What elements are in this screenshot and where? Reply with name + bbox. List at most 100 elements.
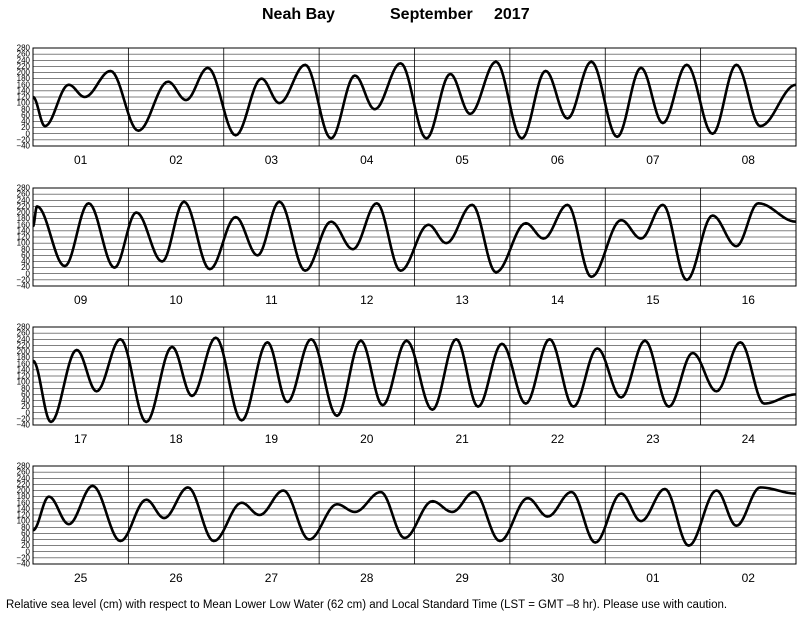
panel-3: −40−200204060801001201401601802002202402… <box>16 323 797 446</box>
y-tick-label: −20 <box>16 275 30 284</box>
day-label: 08 <box>742 153 756 167</box>
y-tick-label: −20 <box>16 553 30 562</box>
y-tick-label: 100 <box>17 517 31 526</box>
y-tick-label: 240 <box>17 56 31 65</box>
y-tick-label: 60 <box>21 529 30 538</box>
y-tick-label: 100 <box>17 99 31 108</box>
y-tick-label: 120 <box>17 93 31 102</box>
y-tick-label: 240 <box>17 196 31 205</box>
y-tick-label: 120 <box>17 372 31 381</box>
tide-curve <box>33 60 796 140</box>
panel-1: −40−200204060801001201401601802002202402… <box>16 44 797 167</box>
day-label: 14 <box>551 293 565 307</box>
y-tick-label: 80 <box>21 105 30 114</box>
y-tick-label: 280 <box>17 44 31 53</box>
day-label: 18 <box>169 432 183 446</box>
y-tick-label: 260 <box>17 190 31 199</box>
y-tick-label: 100 <box>17 239 31 248</box>
y-tick-label: 20 <box>21 123 30 132</box>
y-tick-label: 100 <box>17 378 31 387</box>
y-tick-label: 60 <box>21 390 30 399</box>
day-label: 04 <box>360 153 374 167</box>
y-tick-label: 120 <box>17 233 31 242</box>
y-tick-label: 200 <box>17 208 31 217</box>
y-tick-label: 200 <box>17 347 31 356</box>
y-tick-label: 40 <box>21 396 30 405</box>
panel-4: −40−200204060801001201401601802002202402… <box>16 462 797 585</box>
y-tick-label: 0 <box>26 408 31 417</box>
day-label: 24 <box>742 432 756 446</box>
chart-caption: Relative sea level (cm) with respect to … <box>6 599 728 611</box>
day-label: 01 <box>646 571 660 585</box>
tide-curve <box>33 200 796 282</box>
y-tick-label: 260 <box>17 468 31 477</box>
day-label: 05 <box>456 153 470 167</box>
day-label: 30 <box>551 571 565 585</box>
chart-title: Neah Bay September 2017 <box>0 6 800 28</box>
y-tick-label: 40 <box>21 117 30 126</box>
tide-curve <box>33 336 796 424</box>
y-tick-label: −20 <box>16 135 30 144</box>
y-tick-label: 60 <box>21 251 30 260</box>
day-label: 27 <box>265 571 279 585</box>
y-tick-label: 160 <box>17 498 31 507</box>
title-month: September <box>390 6 473 23</box>
y-tick-label: −40 <box>16 282 30 291</box>
y-tick-label: 140 <box>17 365 31 374</box>
y-tick-label: 40 <box>21 257 30 266</box>
y-tick-label: 220 <box>17 480 31 489</box>
day-label: 20 <box>360 432 374 446</box>
y-tick-label: 160 <box>17 80 31 89</box>
y-tick-label: 80 <box>21 384 30 393</box>
y-tick-label: 80 <box>21 523 30 532</box>
y-tick-label: 140 <box>17 226 31 235</box>
panel-2: −40−200204060801001201401601802002202402… <box>16 184 797 307</box>
y-tick-label: 280 <box>17 323 31 332</box>
y-tick-label: 0 <box>26 547 31 556</box>
y-tick-label: −20 <box>16 414 30 423</box>
y-tick-label: 220 <box>17 62 31 71</box>
day-label: 15 <box>646 293 660 307</box>
y-tick-label: 240 <box>17 335 31 344</box>
y-tick-label: 240 <box>17 474 31 483</box>
y-tick-label: 160 <box>17 359 31 368</box>
y-tick-label: 220 <box>17 202 31 211</box>
day-label: 10 <box>169 293 183 307</box>
day-label: 11 <box>265 293 278 307</box>
y-tick-label: 0 <box>26 129 31 138</box>
y-tick-label: 280 <box>17 184 31 193</box>
y-tick-label: 20 <box>21 541 30 550</box>
y-tick-label: −40 <box>16 421 30 430</box>
day-label: 02 <box>169 153 183 167</box>
y-tick-label: 20 <box>21 402 30 411</box>
y-tick-label: −40 <box>16 142 30 151</box>
day-label: 06 <box>551 153 565 167</box>
y-tick-label: 0 <box>26 269 31 278</box>
y-tick-label: 180 <box>17 353 31 362</box>
y-tick-label: 60 <box>21 111 30 120</box>
y-tick-label: 260 <box>17 50 31 59</box>
y-tick-label: 20 <box>21 263 30 272</box>
day-label: 22 <box>551 432 565 446</box>
y-tick-label: 140 <box>17 86 31 95</box>
day-label: 25 <box>74 571 88 585</box>
y-tick-label: 160 <box>17 220 31 229</box>
y-tick-label: 180 <box>17 214 31 223</box>
day-label: 02 <box>742 571 756 585</box>
y-tick-label: 180 <box>17 74 31 83</box>
y-tick-label: 140 <box>17 504 31 513</box>
tide-curve <box>33 484 796 547</box>
y-tick-label: 280 <box>17 462 31 471</box>
day-label: 03 <box>265 153 279 167</box>
day-label: 19 <box>265 432 279 446</box>
day-label: 16 <box>742 293 756 307</box>
day-label: 01 <box>74 153 88 167</box>
day-label: 09 <box>74 293 88 307</box>
y-tick-label: 200 <box>17 486 31 495</box>
day-label: 28 <box>360 571 374 585</box>
day-label: 12 <box>360 293 374 307</box>
y-tick-label: 80 <box>21 245 30 254</box>
day-label: 21 <box>456 432 470 446</box>
title-location: Neah Bay <box>262 6 335 23</box>
